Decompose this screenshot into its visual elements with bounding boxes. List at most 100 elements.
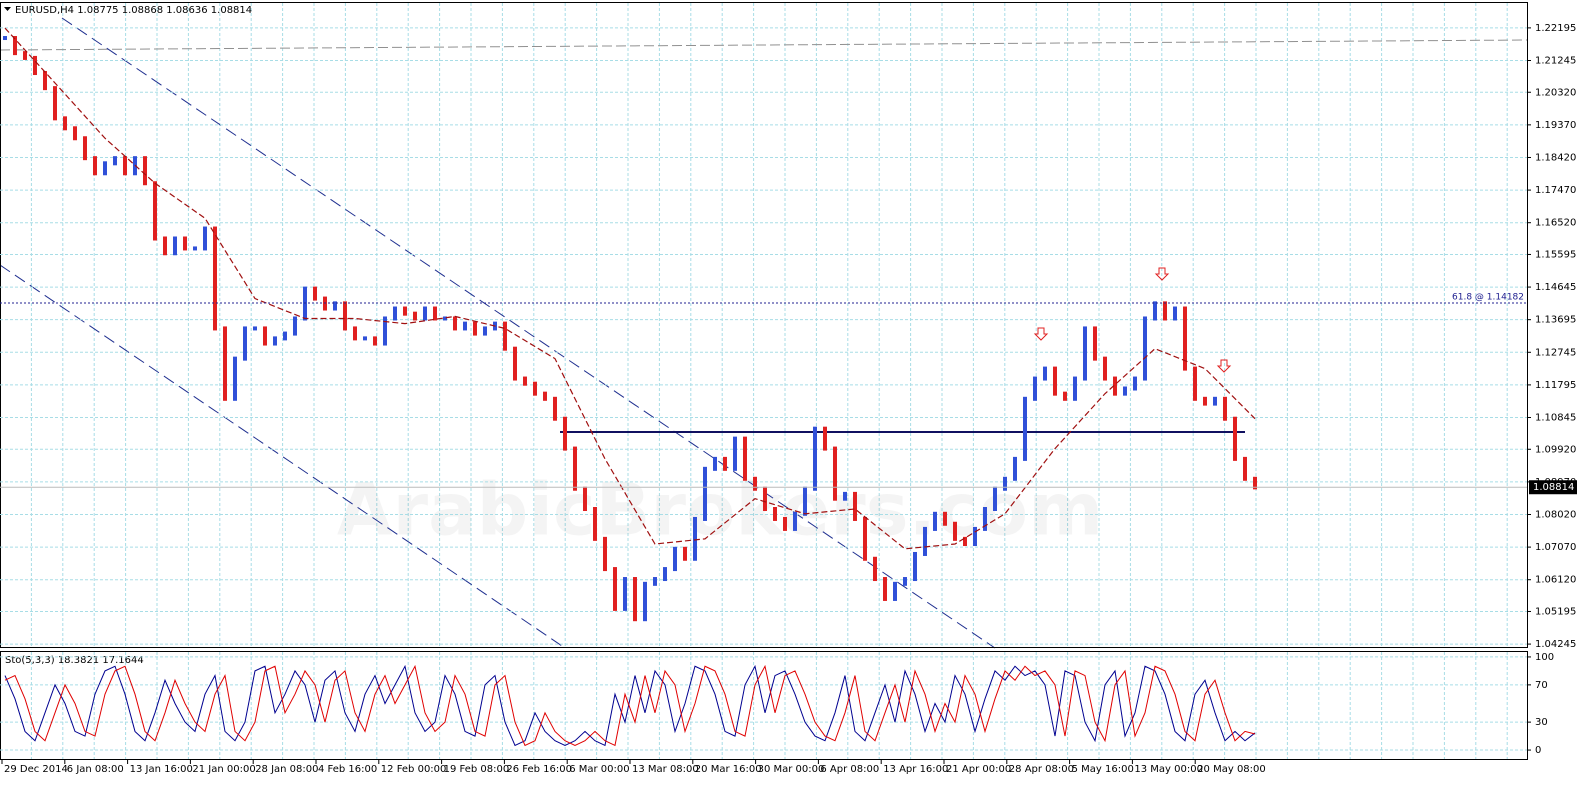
x-tick-label: 20 Mar 16:00 [695, 764, 762, 775]
price-bar [733, 436, 737, 471]
x-tick-label: 29 Dec 2014 [4, 764, 68, 775]
price-bar [503, 321, 507, 351]
price-bar [1033, 376, 1037, 401]
fib-label: 61.8 @ 1.14182 [1452, 292, 1524, 302]
x-tick-label: 28 Apr 08:00 [1009, 764, 1074, 775]
x-tick-label: 6 Jan 08:00 [67, 764, 124, 775]
price-bar [673, 546, 677, 572]
price-bar [953, 521, 957, 541]
price-bar [713, 456, 717, 471]
price-bar [273, 336, 277, 346]
price-bar [33, 55, 37, 76]
price-bar [293, 316, 297, 336]
oscillator-title: Sto(5,3,3) 18.3821 17.1644 [5, 655, 144, 666]
price-bar [143, 156, 147, 186]
price-bar [83, 136, 87, 161]
price-bar [1213, 396, 1217, 406]
price-bar [403, 306, 407, 316]
price-bar [263, 326, 267, 346]
price-bar [3, 36, 7, 41]
price-bar [323, 296, 327, 311]
price-bar [253, 326, 257, 331]
price-bar [833, 446, 837, 501]
y-tick-label: 1.06120 [1535, 575, 1576, 586]
price-bar [13, 36, 17, 56]
price-bar [1063, 391, 1067, 401]
y-tick-label: 1.08020 [1535, 509, 1576, 520]
price-bar [763, 486, 767, 511]
price-bar [333, 301, 337, 311]
price-bar [573, 446, 577, 491]
price-bar [353, 326, 357, 341]
price-bar [1243, 456, 1247, 481]
price-bar [183, 236, 187, 251]
price-bar [523, 376, 527, 386]
moving-average [4, 27, 1256, 550]
price-bar [803, 486, 807, 516]
y-tick-label: 1.17470 [1535, 185, 1576, 196]
price-bar [433, 306, 437, 321]
price-bar [93, 156, 97, 176]
price-bar [1173, 306, 1177, 321]
price-bar [1073, 376, 1077, 401]
price-bar [453, 316, 457, 331]
price-bar [533, 381, 537, 396]
price-bar [583, 486, 587, 511]
price-bar [793, 511, 797, 531]
price-bar [1043, 366, 1047, 381]
price-bar [553, 396, 557, 421]
y-tick-label: 1.07070 [1535, 542, 1576, 553]
y-tick-label: 1.21245 [1535, 56, 1576, 67]
price-bar [163, 236, 167, 256]
oscillator-frame [0, 651, 1528, 760]
price-bar [913, 551, 917, 582]
price-bar [1023, 396, 1027, 461]
y-tick-label: 1.22195 [1535, 23, 1576, 34]
price-bar [153, 181, 157, 241]
price-bar [543, 391, 547, 401]
price-bar [703, 466, 707, 521]
price-bar [1133, 376, 1137, 391]
chart-title: EURUSD,H4 1.08775 1.08868 1.08636 1.0881… [15, 5, 252, 16]
price-bar [23, 51, 27, 60]
price-bar [693, 516, 697, 561]
price-bar [823, 426, 827, 451]
price-bar [473, 321, 477, 336]
price-bar [653, 577, 657, 586]
y-tick-label: 1.19370 [1535, 120, 1576, 131]
price-bar [773, 507, 777, 521]
price-bar [43, 71, 47, 91]
price-bar [623, 577, 627, 611]
arrow [1154, 267, 1170, 281]
x-tick-label: 21 Apr 00:00 [946, 764, 1011, 775]
price-bar [423, 306, 427, 321]
price-bar [1013, 456, 1017, 481]
y-tick-label: 1.20320 [1535, 87, 1576, 98]
price-bar [343, 301, 347, 331]
arrow-markers [1033, 267, 1232, 373]
last-price-box [1529, 480, 1577, 495]
price-bar [213, 226, 217, 331]
price-bar [1113, 376, 1117, 396]
x-tick-label: 5 May 16:00 [1072, 764, 1134, 775]
y-tick-label: 1.14645 [1535, 282, 1576, 293]
oscillator-line [4, 664, 1256, 747]
price-bar [723, 456, 727, 471]
price-bar [173, 236, 177, 256]
price-bar [863, 516, 867, 561]
x-tick-label: 13 Apr 16:00 [883, 764, 948, 775]
price-bar [843, 491, 847, 501]
price-bar [1163, 301, 1167, 321]
price-bar [1083, 326, 1087, 381]
price-bar [303, 286, 307, 321]
price-bar [113, 156, 117, 166]
price-bar [1093, 326, 1097, 361]
y-tick-label: 0 [1535, 745, 1541, 756]
price-bar [73, 126, 77, 141]
price-bar [983, 507, 987, 531]
price-bar [243, 326, 247, 361]
price-bar [753, 476, 757, 491]
y-tick-label: 100 [1535, 652, 1554, 663]
